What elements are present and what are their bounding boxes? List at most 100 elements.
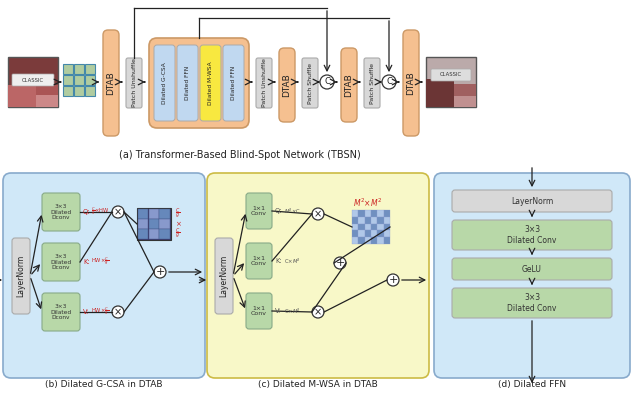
FancyBboxPatch shape [154,45,175,121]
Text: C: C [324,78,330,86]
Bar [352,237,358,244]
Text: 1×1
Conv: 1×1 Conv [251,256,267,266]
Bar [138,209,148,219]
Bar [63,76,72,85]
Bar [371,224,378,230]
Text: CLASSIC: CLASSIC [22,78,44,83]
Text: $\frac{C}{g}$: $\frac{C}{g}$ [175,207,180,221]
FancyBboxPatch shape [364,58,380,108]
Bar [454,96,476,107]
FancyBboxPatch shape [42,293,80,331]
Text: K:: K: [275,258,282,264]
Circle shape [320,75,334,89]
Bar [138,229,148,239]
FancyBboxPatch shape [452,288,612,318]
Text: ×: × [114,307,122,317]
Text: 1×1
Conv: 1×1 Conv [251,205,267,216]
Text: $\times$: $\times$ [175,220,182,228]
FancyBboxPatch shape [200,45,221,121]
FancyBboxPatch shape [246,293,272,329]
Text: HW$\times$$\frac{C}{g}$: HW$\times$$\frac{C}{g}$ [91,256,109,268]
Bar [358,237,365,244]
Text: 3×3
Dilated
Dconv: 3×3 Dilated Dconv [51,304,72,320]
Bar [148,219,159,229]
Bar [138,219,148,229]
Bar [74,76,83,85]
Text: Dilated G-CSA: Dilated G-CSA [162,62,167,104]
Bar [358,230,365,237]
FancyBboxPatch shape [42,193,80,231]
Text: LayerNorm: LayerNorm [220,255,228,297]
Circle shape [312,208,324,220]
FancyBboxPatch shape [103,30,119,136]
FancyBboxPatch shape [452,220,612,250]
Bar [8,57,58,107]
Bar [426,57,476,107]
Text: V:: V: [83,309,89,315]
Text: 3×3
Dilated Conv: 3×3 Dilated Conv [508,293,557,312]
Text: HW$\times$$\frac{C}{g}$: HW$\times$$\frac{C}{g}$ [91,306,109,318]
Text: K:: K: [83,259,90,265]
Bar [63,64,72,75]
Text: CLASSIC: CLASSIC [440,73,462,78]
Circle shape [154,266,166,278]
Bar [84,86,95,97]
Bar [74,86,83,97]
Bar [352,230,358,237]
Bar [383,230,390,237]
Bar [371,237,378,244]
Text: 3×3
Dilated
Dconv: 3×3 Dilated Dconv [51,204,72,220]
Bar [358,217,365,224]
Text: Q:: Q: [83,209,90,215]
Text: V:: V: [275,308,281,314]
Text: $M^2$$\times$$M^2$: $M^2$$\times$$M^2$ [353,197,383,209]
FancyBboxPatch shape [42,243,80,281]
Bar [371,217,378,224]
Text: ×: × [314,307,322,317]
FancyBboxPatch shape [452,258,612,280]
Bar [365,230,371,237]
Bar [148,209,159,219]
Bar [454,85,476,107]
Text: DTAB: DTAB [406,71,415,95]
Text: $\frac{C}{g}$$\times$HW: $\frac{C}{g}$$\times$HW [91,206,109,218]
Bar [378,217,383,224]
Text: Patch Shuffle: Patch Shuffle [369,63,374,103]
FancyBboxPatch shape [246,243,272,279]
FancyBboxPatch shape [302,58,318,108]
Bar [365,237,371,244]
Text: DTAB: DTAB [106,71,115,95]
Bar [84,64,95,75]
FancyBboxPatch shape [207,173,429,378]
Circle shape [334,257,346,269]
Text: 3×3
Dilated Conv: 3×3 Dilated Conv [508,225,557,245]
FancyBboxPatch shape [246,193,272,229]
Text: (d) Dilated FFN: (d) Dilated FFN [498,379,566,388]
Text: Dilated FFN: Dilated FFN [185,66,190,100]
Circle shape [112,206,124,218]
Bar [8,85,35,107]
Bar [159,229,170,239]
FancyBboxPatch shape [431,69,471,81]
Text: $M^2$$\times$C: $M^2$$\times$C [284,206,301,216]
Bar [358,210,365,217]
Text: C$\times$$M^2$: C$\times$$M^2$ [284,306,301,316]
Bar [383,217,390,224]
Text: (b) Dilated G-CSA in DTAB: (b) Dilated G-CSA in DTAB [45,379,163,388]
Bar [383,210,390,217]
FancyBboxPatch shape [223,45,244,121]
Bar [159,219,170,229]
Bar [159,209,170,219]
Text: LayerNorm: LayerNorm [17,255,26,297]
Text: Dilated FFN: Dilated FFN [231,66,236,100]
Bar [35,95,58,107]
Bar [74,64,83,75]
Bar [352,224,358,230]
Bar [383,237,390,244]
Bar [378,210,383,217]
Bar [378,224,383,230]
Circle shape [387,274,399,286]
Text: LayerNorm: LayerNorm [511,196,553,205]
Text: C: C [386,78,392,86]
FancyBboxPatch shape [434,173,630,378]
